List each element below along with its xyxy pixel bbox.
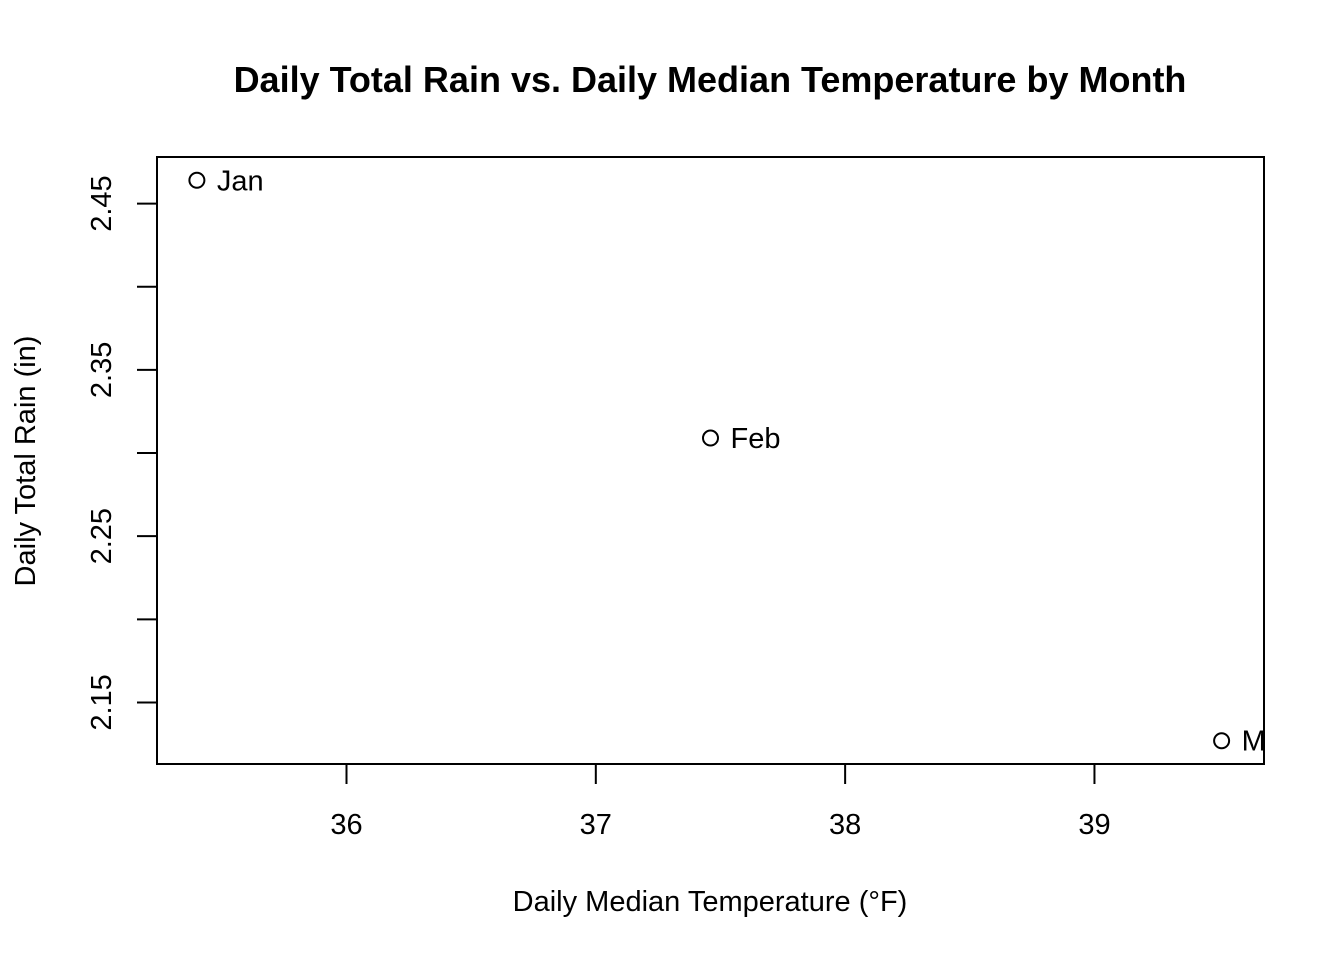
- x-axis: 36 37 38 39: [330, 763, 1111, 841]
- y-axis: 2.15 2.25 2.35 2.45: [86, 175, 158, 731]
- scatter-point: [1213, 732, 1231, 750]
- scatter-point: [702, 429, 719, 447]
- x-tick-label: 38: [829, 809, 861, 841]
- y-tick-label: 2.15: [86, 674, 118, 730]
- x-tick-label: 39: [1078, 809, 1110, 841]
- point-label: Jan: [217, 165, 264, 197]
- x-tick-label: 36: [330, 809, 362, 841]
- y-tick-label: 2.45: [86, 175, 118, 231]
- y-tick-label: 2.35: [86, 342, 118, 398]
- point-label: M: [1242, 726, 1266, 758]
- x-axis-label: Daily Median Temperature (°F): [513, 886, 908, 918]
- data-points: Jan Feb M: [188, 165, 1266, 758]
- plot-frame: [156, 156, 1265, 765]
- scatter-point: [188, 171, 206, 189]
- chart-title: Daily Total Rain vs. Daily Median Temper…: [234, 59, 1187, 100]
- y-tick-label: 2.25: [86, 508, 118, 564]
- y-axis-label: Daily Total Rain (in): [10, 336, 42, 587]
- point-label: Feb: [731, 423, 781, 455]
- x-tick-label: 37: [580, 809, 612, 841]
